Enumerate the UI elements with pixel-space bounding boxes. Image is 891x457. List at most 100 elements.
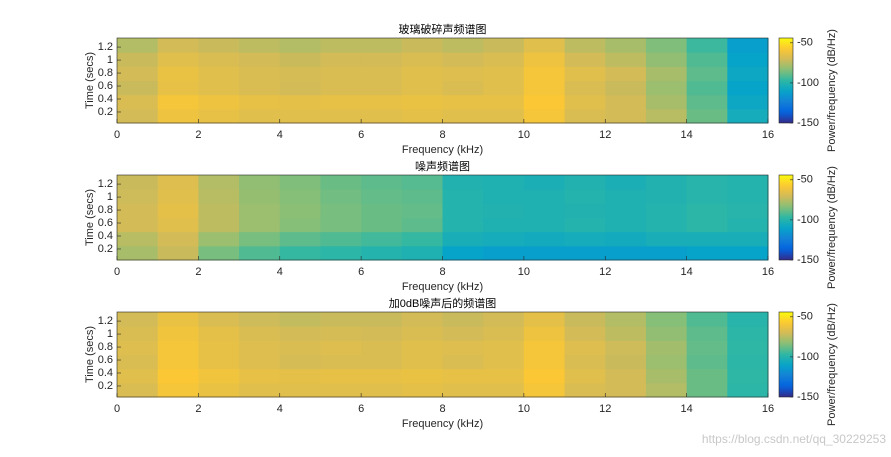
heatmap-cell — [564, 175, 606, 190]
heatmap-cell — [279, 38, 321, 53]
y-tick-label: 0.8 — [98, 341, 113, 353]
heatmap-cell — [198, 108, 240, 124]
heatmap-cell — [117, 382, 159, 398]
heatmap-cell — [117, 245, 159, 261]
heatmap-cell — [686, 368, 728, 384]
heatmap-cell — [117, 340, 159, 355]
heatmap-cell — [320, 203, 362, 218]
chart-title: 加0dB噪声后的频谱图 — [389, 296, 497, 310]
heatmap-cell — [198, 340, 240, 355]
heatmap-cell — [727, 80, 769, 96]
heatmap-cell — [605, 52, 647, 67]
colorbar-tick-label: -150 — [797, 391, 819, 403]
heatmap-cell — [483, 245, 525, 261]
chart-title: 噪声频谱图 — [415, 159, 470, 173]
heatmap-cell — [523, 189, 566, 204]
x-tick-label: 0 — [114, 403, 120, 415]
heatmap-cell — [157, 231, 199, 247]
heatmap-cell — [157, 175, 199, 190]
heatmap-cell — [442, 382, 484, 398]
heatmap-cell — [361, 203, 403, 218]
x-tick-label: 4 — [277, 266, 283, 278]
heatmap-cell — [442, 175, 484, 190]
heatmap-cell — [442, 326, 484, 341]
heatmap-cell — [564, 80, 606, 96]
heatmap-cell — [198, 66, 240, 81]
heatmap-cell — [117, 94, 159, 110]
y-axis-label: Time (secs) — [84, 326, 96, 383]
chart-title: 玻璃破碎声频谱图 — [399, 22, 487, 36]
heatmap-cell — [198, 38, 240, 53]
heatmap-cell — [605, 175, 647, 190]
heatmap-cell — [279, 340, 321, 355]
heatmap-cell — [442, 94, 484, 110]
heatmap-cell — [239, 217, 281, 233]
heatmap-cell — [320, 66, 362, 81]
heatmap-cell — [442, 354, 484, 370]
y-tick-label: 0.8 — [98, 204, 113, 216]
heatmap-cell — [117, 231, 159, 247]
heatmap-cell — [645, 354, 688, 370]
heatmap-cell — [564, 94, 606, 110]
heatmap-cell — [483, 354, 525, 370]
heatmap-cell — [483, 108, 525, 124]
heatmap-cell — [401, 94, 443, 110]
y-axis-label: Time (secs) — [84, 52, 96, 109]
colorbar-label: Power/frequency (dB/Hz) — [826, 166, 838, 289]
heatmap-cell — [727, 354, 769, 370]
heatmap-cell — [686, 189, 728, 204]
heatmap-cell — [361, 340, 403, 355]
heatmap-cell — [686, 354, 728, 370]
heatmap-cell — [198, 245, 240, 261]
heatmap-cell — [686, 231, 728, 247]
heatmap-cell — [239, 382, 281, 398]
heatmap-cell — [727, 340, 769, 355]
heatmap-cell — [361, 38, 403, 53]
heatmap-cell — [686, 80, 728, 96]
heatmap-cell — [727, 368, 769, 384]
x-tick-label: 16 — [762, 403, 774, 415]
heatmap-cell — [483, 382, 525, 398]
heatmap-cell — [442, 189, 484, 204]
heatmap-cell — [320, 38, 362, 53]
heatmap-cell — [523, 203, 566, 218]
heatmap-cell — [645, 312, 688, 327]
heatmap-cell — [645, 94, 688, 110]
heatmap-cell — [645, 368, 688, 384]
heatmap-cell — [727, 38, 769, 53]
heatmap-cell — [523, 382, 566, 398]
heatmap-cell — [605, 354, 647, 370]
heatmap-cell — [361, 382, 403, 398]
heatmap-cell — [442, 231, 484, 247]
heatmap-cell — [157, 38, 199, 53]
x-tick-label: 2 — [195, 403, 201, 415]
heatmap-cell — [645, 203, 688, 218]
heatmap-cell — [117, 108, 159, 124]
heatmap-cell — [239, 38, 281, 53]
heatmap-cell — [442, 203, 484, 218]
heatmap-cell — [523, 175, 566, 190]
heatmap-cell — [198, 231, 240, 247]
heatmap-cell — [727, 52, 769, 67]
heatmap-cell — [198, 354, 240, 370]
heatmap-cell — [442, 38, 484, 53]
heatmap-cell — [239, 108, 281, 124]
heatmap-cell — [117, 326, 159, 341]
heatmap-cell — [157, 203, 199, 218]
heatmap-cell — [239, 368, 281, 384]
heatmap-cell — [645, 66, 688, 81]
heatmap-cell — [605, 108, 647, 124]
heatmap-cell — [727, 312, 769, 327]
heatmap-cell — [279, 108, 321, 124]
y-tick-label: 0.4 — [98, 230, 113, 242]
x-tick-label: 2 — [195, 266, 201, 278]
heatmap-cell — [361, 52, 403, 67]
y-tick-label: 0.6 — [98, 217, 113, 229]
heatmap-cell — [320, 175, 362, 190]
heatmap-cell — [198, 52, 240, 67]
heatmap-cell — [605, 66, 647, 81]
heatmap-cell — [686, 340, 728, 355]
heatmap-cell — [401, 80, 443, 96]
heatmap-cell — [564, 312, 606, 327]
heatmap-cell — [523, 245, 566, 261]
